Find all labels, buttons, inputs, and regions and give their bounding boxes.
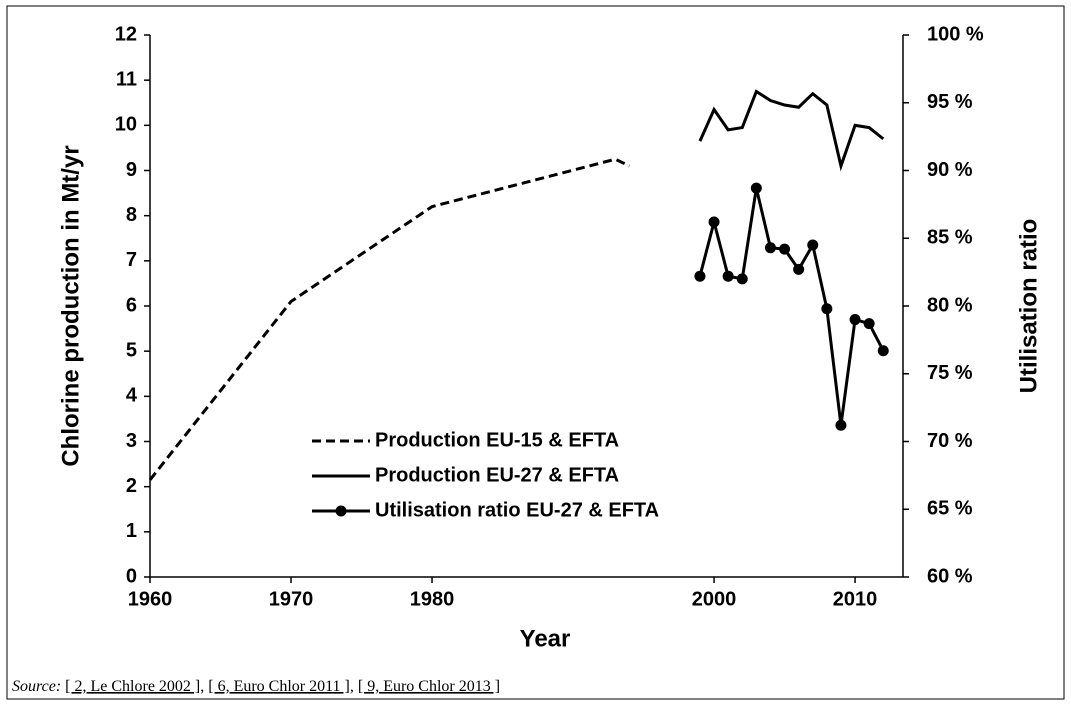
data-point (779, 243, 791, 255)
source-separator: , (350, 678, 354, 695)
source-label: Source: (12, 678, 61, 695)
data-line (698, 89, 885, 172)
data-point (793, 263, 805, 275)
x-tick-label: 1980 (410, 588, 455, 610)
data-point (736, 273, 748, 285)
legend-label: Utilisation ratio EU-27 & EFTA (375, 499, 659, 521)
y-axis-title: Chlorine production in Mt/yr (57, 145, 84, 466)
data-point (750, 182, 762, 194)
y-tick-label: 10 (115, 114, 137, 136)
data-point (807, 239, 819, 251)
x-axis-title: Year (520, 625, 571, 652)
source-ref: [ 9, Euro Chlor 2013 ] (358, 678, 500, 695)
source-ref: [ 2, Le Chlore 2002 ] (65, 678, 200, 695)
data-point (694, 270, 706, 282)
x-tick-label: 2010 (833, 588, 878, 610)
y2-tick-label: 70 % (927, 430, 973, 452)
y-tick-label: 6 (126, 294, 137, 316)
y-tick-label: 5 (126, 339, 137, 361)
data-line (698, 187, 885, 426)
data-point (877, 345, 889, 357)
y-tick-label: 2 (126, 475, 137, 497)
data-point (722, 270, 734, 282)
y2-tick-label: 80 % (927, 294, 973, 316)
data-point (863, 318, 875, 330)
y-tick-label: 0 (126, 565, 137, 587)
x-tick-label: 2000 (692, 588, 737, 610)
y2-tick-label: 90 % (927, 159, 973, 181)
y2-tick-label: 100 % (927, 23, 984, 45)
y2-tick-label: 65 % (927, 498, 973, 520)
y-tick-label: 3 (126, 430, 137, 452)
source: Source: [ 2, Le Chlore 2002 ], [ 6, Euro… (12, 678, 500, 695)
y-tick-label: 1 (126, 520, 137, 542)
source-separator: , (200, 678, 204, 695)
y-tick-label: 12 (115, 23, 137, 45)
y2-tick-label: 75 % (927, 362, 973, 384)
data-point (835, 419, 847, 431)
y-tick-label: 4 (126, 385, 138, 407)
y2-tick-label: 60 % (927, 565, 973, 587)
legend-label: Production EU-15 & EFTA (375, 429, 619, 451)
y-tick-label: 7 (126, 249, 137, 271)
y-tick-label: 11 (116, 68, 137, 90)
data-point (708, 216, 720, 228)
y2-tick-label: 85 % (927, 227, 973, 249)
y2-tick-label: 95 % (927, 91, 973, 113)
y2-axis-title: Utilisation ratio (1015, 219, 1042, 394)
x-tick-label: 1960 (128, 588, 173, 610)
frame (6, 5, 1065, 700)
data-point (764, 242, 776, 254)
data-point (821, 303, 833, 315)
data-line (148, 157, 631, 481)
legend-label: Production EU-27 & EFTA (375, 464, 619, 486)
x-tick-label: 1970 (269, 588, 314, 610)
y-tick-label: 8 (126, 204, 137, 226)
legend-marker (335, 505, 347, 517)
data-point (849, 314, 861, 326)
y-tick-label: 9 (126, 159, 137, 181)
source-ref: [ 6, Euro Chlor 2011 ] (208, 678, 350, 695)
